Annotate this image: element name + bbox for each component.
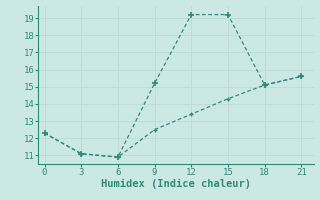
X-axis label: Humidex (Indice chaleur): Humidex (Indice chaleur) (101, 179, 251, 189)
